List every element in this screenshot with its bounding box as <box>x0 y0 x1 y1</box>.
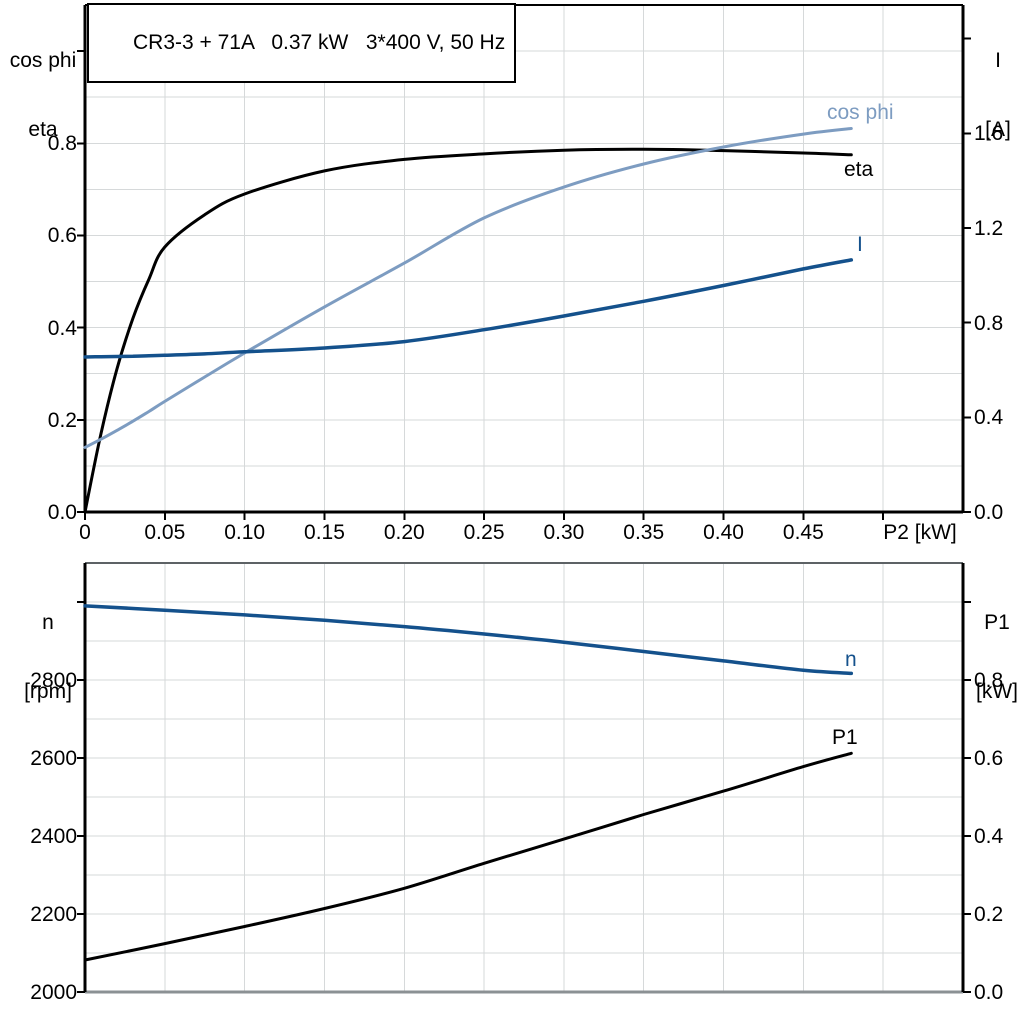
cos-phi-curve <box>83 127 853 449</box>
i-curve <box>83 258 854 359</box>
n-curve <box>83 604 854 676</box>
p1-curve <box>83 751 853 962</box>
eta-curve <box>83 147 853 514</box>
